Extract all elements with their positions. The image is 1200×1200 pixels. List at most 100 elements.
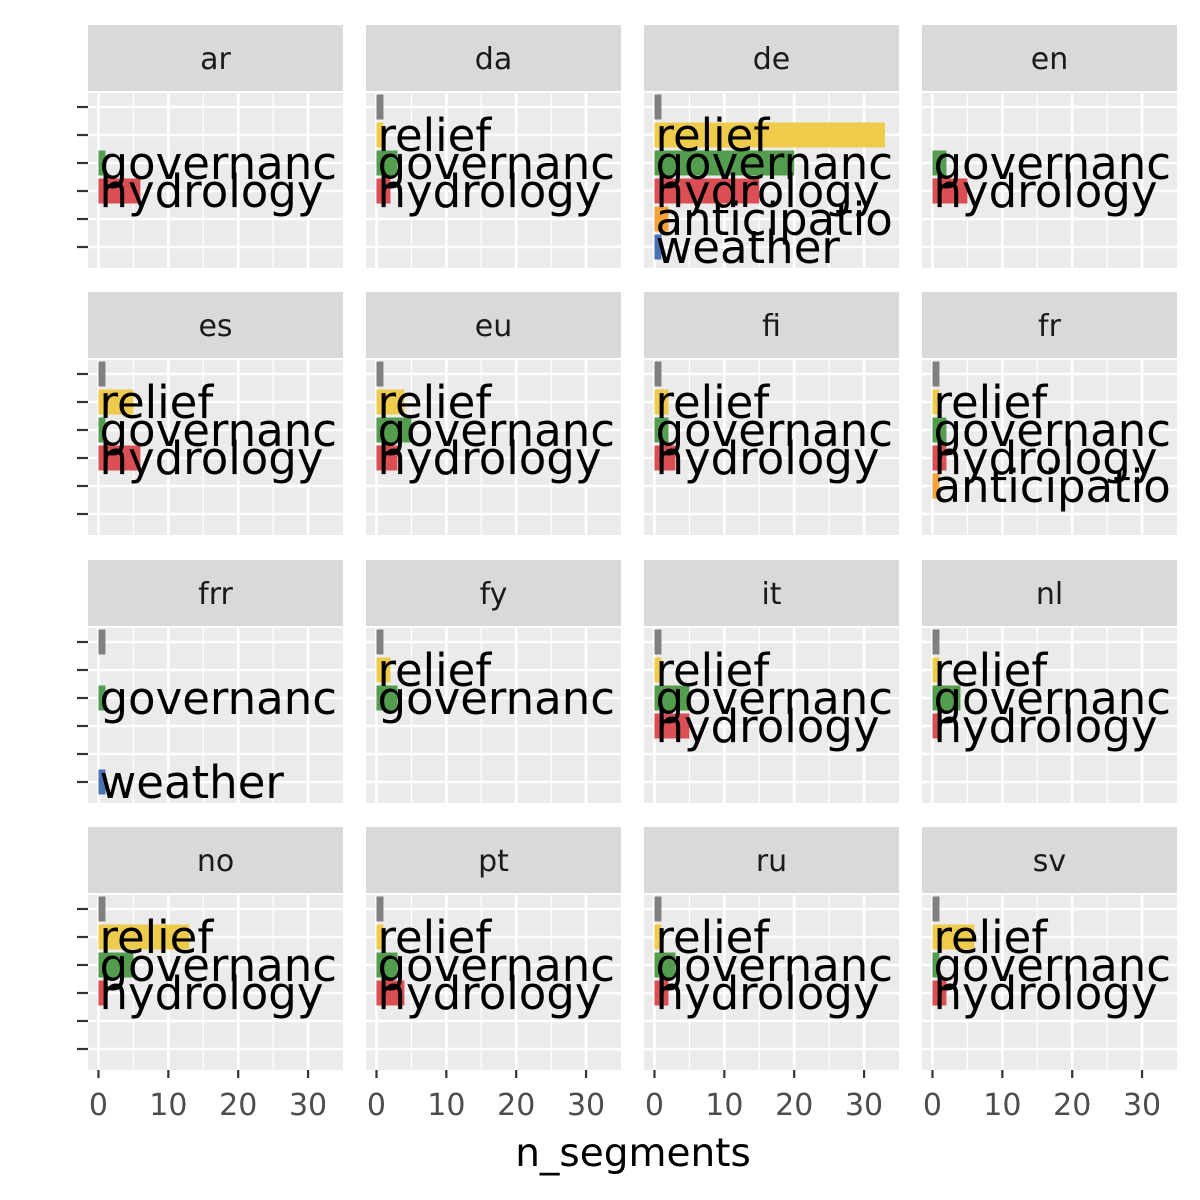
bar-label-relief: relief	[655, 376, 770, 429]
bar-label-governance: governanc	[655, 404, 892, 457]
facet-strip-label: nl	[1036, 577, 1063, 612]
bar-hydrology	[654, 178, 760, 204]
bar-hydrology	[654, 980, 669, 1006]
bar-label-governance: governanc	[933, 404, 1170, 457]
panel-background	[366, 628, 621, 803]
bar-hydrology	[654, 713, 690, 739]
bar-relief	[932, 657, 940, 683]
bar-weather	[654, 234, 662, 260]
bar-relief	[376, 389, 405, 415]
panel-background	[922, 360, 1177, 535]
bar-(gray)	[376, 629, 384, 655]
facet-strip	[644, 25, 899, 91]
panel-background	[644, 895, 899, 1070]
x-tick-label: 20	[219, 1088, 257, 1123]
bar-(gray)	[932, 629, 940, 655]
bar-governance	[932, 685, 961, 711]
bar-relief	[98, 389, 134, 415]
facet-strip-label: de	[753, 42, 791, 77]
bar-governance	[654, 952, 676, 978]
bar-(gray)	[932, 361, 940, 387]
bar-hydrology	[376, 445, 398, 471]
bar-(gray)	[654, 94, 662, 120]
bar-hydrology	[654, 445, 676, 471]
bar-hydrology	[376, 980, 405, 1006]
bar-(gray)	[98, 896, 106, 922]
bar-relief	[654, 389, 669, 415]
bar-governance	[98, 952, 134, 978]
facet-strip-label: fr	[1038, 309, 1062, 344]
bar-governance	[654, 417, 669, 443]
bar-label-hydrology: hydrology	[99, 165, 323, 218]
bar-label-relief: relief	[377, 109, 492, 162]
bar-relief	[376, 924, 384, 950]
bar-label-governance: governanc	[655, 137, 892, 190]
x-tick-label: 0	[367, 1088, 386, 1123]
facet-strip-label: fi	[762, 309, 781, 344]
bar-label-hydrology: hydrology	[377, 432, 601, 485]
bar-label-governance: governanc	[99, 137, 336, 190]
bar-relief	[932, 924, 975, 950]
bar-relief	[376, 657, 391, 683]
x-axis-title: n_segments	[515, 1131, 751, 1176]
bar-governance	[932, 150, 947, 176]
bar-label-relief: relief	[377, 376, 492, 429]
facet-strip	[88, 560, 343, 626]
bar-(gray)	[376, 361, 384, 387]
bar-(gray)	[376, 94, 384, 120]
bar-hydrology	[932, 178, 968, 204]
bar-(gray)	[932, 896, 940, 922]
bar-label-governance: governanc	[933, 939, 1170, 992]
bar-anticipation	[932, 473, 940, 499]
bar-hydrology	[932, 713, 940, 739]
bar-label-governance: governanc	[99, 672, 336, 725]
bar-governance	[654, 685, 690, 711]
facet-strip-label: es	[198, 309, 232, 344]
bar-label-weather: weather	[99, 756, 284, 809]
bar-relief	[654, 657, 662, 683]
facet-strip-label: eu	[475, 309, 512, 344]
bar-governance	[98, 150, 106, 176]
bar-label-relief: relief	[933, 911, 1048, 964]
bar-label-governance: governanc	[377, 672, 614, 725]
bar-governance	[376, 952, 398, 978]
facet-strip-label: no	[197, 844, 234, 879]
bar-label-governance: governanc	[377, 404, 614, 457]
panel-background	[88, 628, 343, 803]
bar-label-governance: governanc	[933, 672, 1170, 725]
x-tick-label: 0	[923, 1088, 942, 1123]
bar-label-relief: relief	[99, 911, 214, 964]
bar-anticipation	[654, 206, 669, 232]
panel-background	[922, 628, 1177, 803]
bar-label-anticipation: anticipatio	[933, 460, 1170, 513]
facet-strip	[644, 292, 899, 358]
x-tick-label: 20	[1053, 1088, 1091, 1123]
bar-(gray)	[376, 896, 384, 922]
facet-strip	[366, 25, 621, 91]
x-tick-label: 10	[427, 1088, 465, 1123]
bar-governance	[932, 417, 947, 443]
facet-strip	[922, 292, 1177, 358]
bar-label-relief: relief	[933, 376, 1048, 429]
x-tick-label: 0	[645, 1088, 664, 1123]
bar-governance	[376, 417, 412, 443]
bar-label-governance: governanc	[377, 137, 614, 190]
bar-hydrology	[98, 980, 106, 1006]
bar-governance	[932, 952, 940, 978]
facet-strip-label: fy	[480, 577, 508, 612]
panel-background	[366, 93, 621, 268]
bar-(gray)	[654, 361, 662, 387]
x-tick-label: 0	[89, 1088, 108, 1123]
facet-strip	[644, 560, 899, 626]
facet-strip	[366, 827, 621, 893]
bar-governance	[376, 150, 398, 176]
bar-label-governance: governanc	[655, 939, 892, 992]
bar-governance	[98, 417, 106, 443]
